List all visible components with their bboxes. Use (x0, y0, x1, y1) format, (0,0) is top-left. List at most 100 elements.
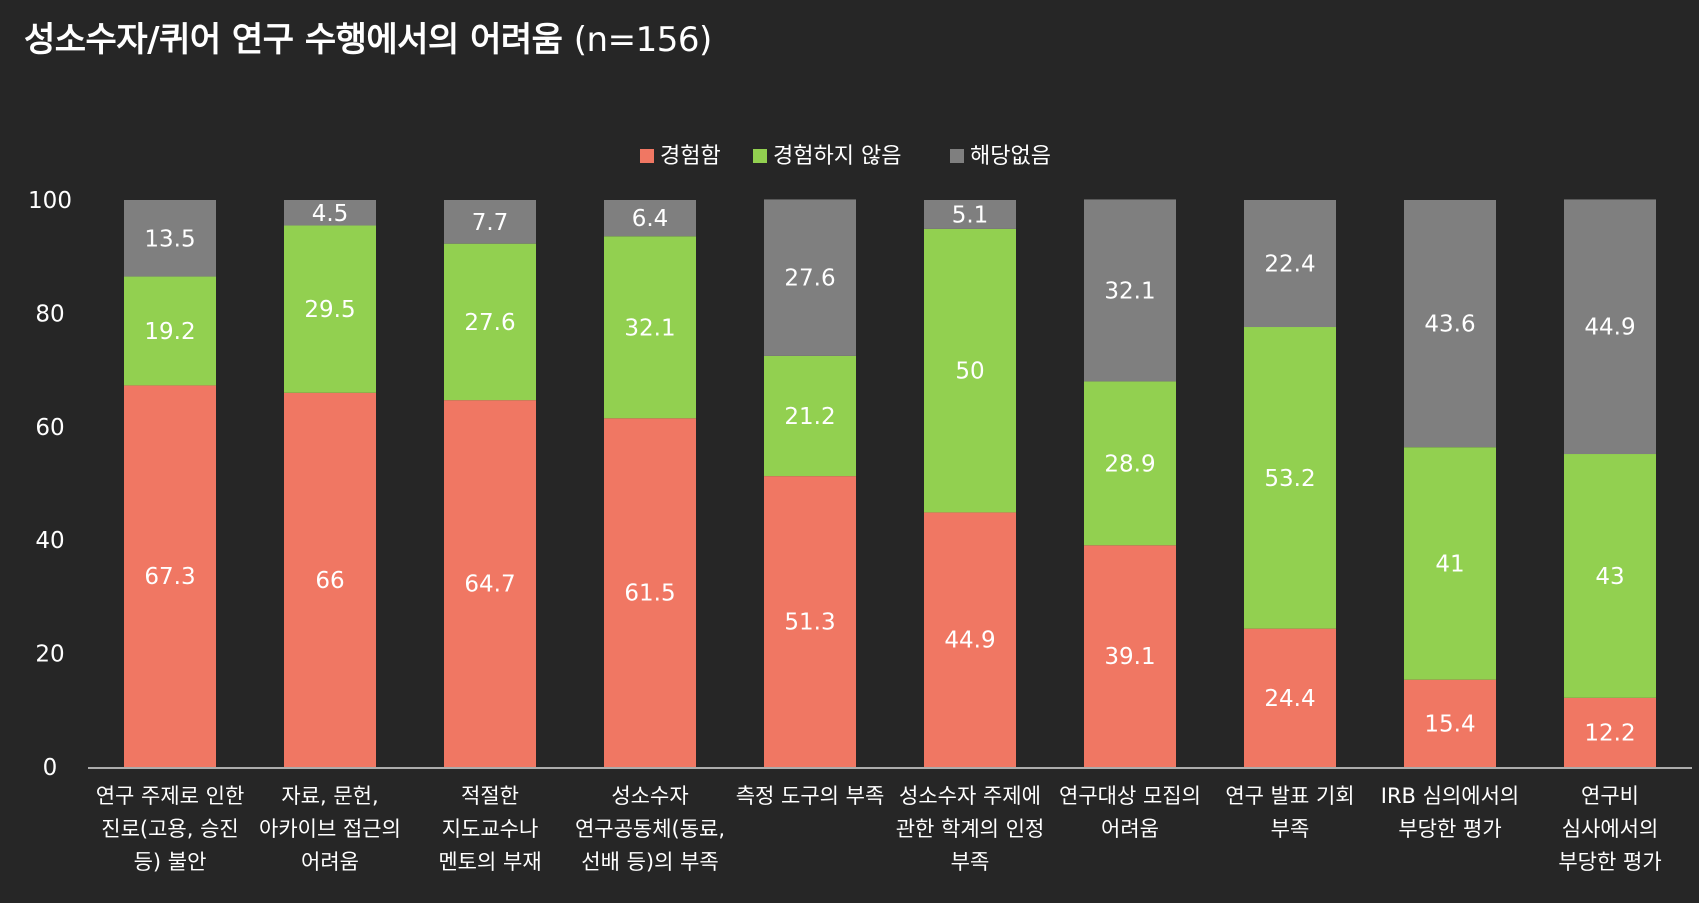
x-tick-label-2-line-2: 아카이브 접근의 (259, 817, 401, 841)
x-tick-label-4-line-2: 연구공동체(동료, (575, 817, 725, 841)
y-tick-label-20: 20 (35, 642, 64, 668)
x-tick-label-9-line-2: 부당한 평가 (1398, 817, 1501, 841)
bar-8-series-3 (1244, 200, 1336, 328)
data-label-5-series-1: 51.3 (784, 610, 835, 636)
x-tick-label-7-line-2: 어려움 (1101, 817, 1159, 841)
bar-9-series-1 (1404, 679, 1496, 767)
bar-2-series-2 (284, 225, 376, 393)
bar-9-series-2 (1404, 447, 1496, 680)
x-tick-label-3-line-3: 멘토의 부재 (438, 850, 541, 874)
data-label-9-series-3: 43.6 (1424, 312, 1475, 338)
data-label-1-series-3: 13.5 (144, 226, 195, 252)
chart-title-sample-size: (n=156) (573, 20, 712, 60)
bar-3-series-3 (444, 200, 536, 244)
bar-1-series-2 (124, 276, 216, 386)
bar-4-series-3 (604, 200, 696, 237)
data-label-1-series-1: 67.3 (144, 564, 195, 590)
chart-title: 성소수자/퀴어 연구 수행에서의 어려움 (n=156) (24, 12, 712, 61)
bar-6-series-3 (924, 200, 1016, 229)
y-tick-label-80: 80 (35, 301, 64, 327)
y-tick-label-100: 100 (28, 188, 72, 214)
bar-10-series-1 (1564, 697, 1656, 767)
x-tick-label-5-line-1: 측정 도구의 부족 (736, 784, 885, 808)
x-tick-label-1-line-3: 등) 불안 (134, 850, 207, 874)
bar-10-series-2 (1564, 454, 1656, 698)
x-tick-label-10-line-2: 심사에서의 (1562, 817, 1659, 841)
x-tick-label-8-line-1: 연구 발표 기회 (1225, 784, 1354, 808)
data-label-7-series-1: 39.1 (1104, 644, 1155, 670)
bar-5-series-1 (764, 476, 856, 767)
bar-4-series-1 (604, 418, 696, 767)
bar-2-series-1 (284, 392, 376, 767)
x-tick-label-10-line-1: 연구비 (1581, 784, 1639, 808)
bar-10-series-3 (1564, 199, 1656, 455)
bar-3-series-2 (444, 243, 536, 401)
bar-8-series-2 (1244, 327, 1336, 629)
bar-3-series-1 (444, 400, 536, 767)
data-label-10-series-2: 43 (1595, 564, 1624, 590)
bar-4-series-2 (604, 236, 696, 419)
data-label-2-series-3: 4.5 (312, 201, 349, 227)
x-tick-label-3-line-2: 지도교수나 (442, 817, 539, 841)
data-label-7-series-3: 32.1 (1104, 278, 1155, 304)
y-tick-label-40: 40 (35, 528, 64, 554)
legend-swatch-2 (753, 149, 767, 163)
data-label-3-series-2: 27.6 (464, 310, 515, 336)
data-label-2-series-1: 66 (315, 568, 344, 594)
data-label-4-series-2: 32.1 (624, 315, 675, 341)
bar-5-series-2 (764, 355, 856, 477)
x-tick-label-10-line-3: 부당한 평가 (1558, 850, 1661, 874)
y-tick-label-0: 0 (43, 755, 58, 781)
x-tick-label-7-line-1: 연구대상 모집의 (1059, 784, 1201, 808)
bar-7-series-3 (1084, 199, 1176, 382)
data-label-8-series-2: 53.2 (1264, 466, 1315, 492)
legend-label-3: 해당없음 (970, 144, 1051, 169)
data-label-8-series-3: 22.4 (1264, 252, 1315, 278)
x-tick-label-3-line-1: 적절한 (461, 784, 519, 808)
data-label-6-series-2: 50 (955, 359, 984, 385)
data-label-4-series-3: 6.4 (632, 206, 669, 232)
x-tick-label-9-line-1: IRB 심의에서의 (1381, 784, 1519, 808)
x-tick-label-8-line-2: 부족 (1271, 817, 1310, 841)
x-tick-label-1-line-2: 진로(고용, 승진 (101, 817, 238, 841)
data-label-5-series-3: 27.6 (784, 266, 835, 292)
data-label-9-series-1: 15.4 (1424, 711, 1475, 737)
data-label-6-series-3: 5.1 (952, 202, 989, 228)
bar-8-series-1 (1244, 628, 1336, 767)
data-label-2-series-2: 29.5 (304, 297, 355, 323)
x-tick-label-6-line-1: 성소수자 주제에 (899, 784, 1041, 808)
data-label-10-series-1: 12.2 (1584, 720, 1635, 746)
y-tick-label-60: 60 (35, 415, 64, 441)
legend-swatch-3 (950, 149, 964, 163)
bar-6-series-1 (924, 512, 1016, 767)
x-tick-label-1-line-1: 연구 주제로 인한 (96, 784, 245, 808)
data-label-4-series-1: 61.5 (624, 581, 675, 607)
x-tick-label-4-line-1: 성소수자 (611, 784, 688, 808)
x-tick-label-2-line-3: 어려움 (301, 850, 359, 874)
data-label-1-series-2: 19.2 (144, 319, 195, 345)
data-label-7-series-2: 28.9 (1104, 451, 1155, 477)
legend-label-2: 경험하지 않음 (773, 144, 901, 169)
bar-7-series-1 (1084, 545, 1176, 767)
bar-7-series-2 (1084, 381, 1176, 546)
chart-title-main: 성소수자/퀴어 연구 수행에서의 어려움 (24, 20, 563, 60)
legend-label-1: 경험함 (660, 144, 721, 169)
bar-9-series-3 (1404, 200, 1496, 448)
bar-1-series-3 (124, 200, 216, 277)
bar-2-series-3 (284, 200, 376, 226)
data-label-3-series-3: 7.7 (472, 210, 509, 236)
data-label-6-series-1: 44.9 (944, 628, 995, 654)
x-tick-label-6-line-2: 관한 학계의 인정 (896, 817, 1045, 841)
x-tick-label-2-line-1: 자료, 문헌, (281, 784, 378, 808)
x-tick-label-6-line-3: 부족 (951, 850, 990, 874)
data-label-8-series-1: 24.4 (1264, 686, 1315, 712)
bar-5-series-3 (764, 199, 856, 356)
data-label-9-series-2: 41 (1435, 551, 1464, 577)
bar-1-series-1 (124, 385, 216, 767)
data-label-3-series-1: 64.7 (464, 572, 515, 598)
x-tick-label-4-line-3: 선배 등)의 부족 (581, 850, 718, 874)
bar-6-series-2 (924, 228, 1016, 513)
data-label-10-series-3: 44.9 (1584, 315, 1635, 341)
legend-swatch-1 (640, 149, 654, 163)
